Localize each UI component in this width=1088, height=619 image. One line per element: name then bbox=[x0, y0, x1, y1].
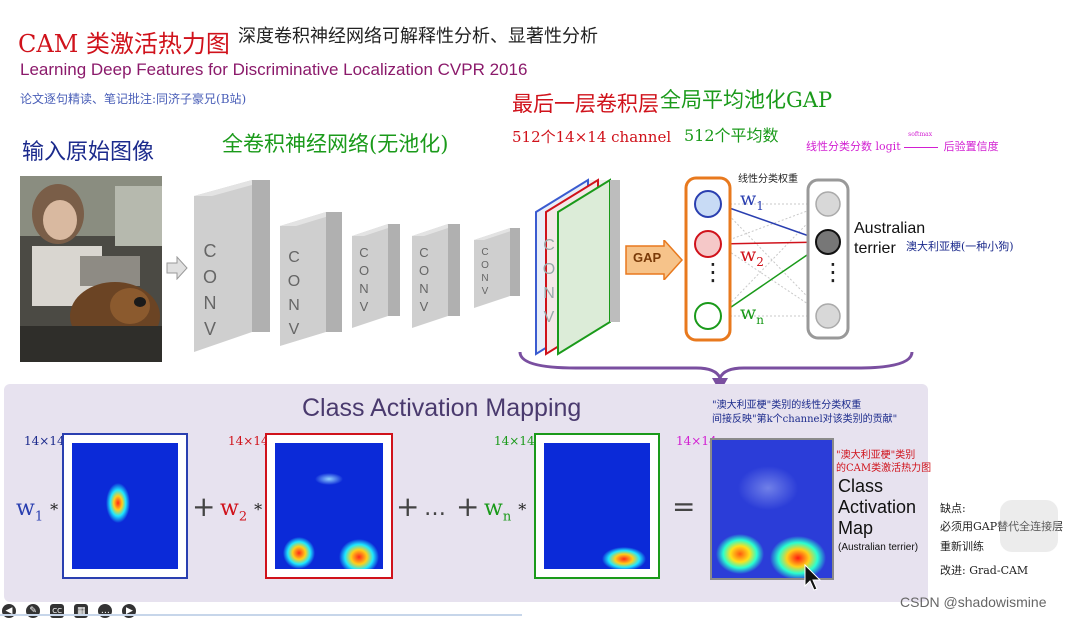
size-label-1: 14×14 bbox=[24, 434, 65, 448]
cam-weight-wn: wn * bbox=[484, 496, 527, 525]
heatmap-note-1: "澳大利亚梗"类别 bbox=[836, 450, 916, 461]
cam-title: Class Activation Mapping bbox=[302, 394, 582, 422]
overlay-logo bbox=[1000, 500, 1058, 552]
gap-dots: ⋮ bbox=[701, 258, 725, 286]
progress-line bbox=[0, 614, 522, 616]
side-note-3: 重新训练 bbox=[940, 540, 984, 553]
cam-weight-w2: w2 * bbox=[220, 496, 263, 525]
heatmap-channel-1 bbox=[62, 433, 188, 579]
plus-2: + bbox=[396, 490, 420, 523]
class-activation-map-image bbox=[710, 438, 834, 580]
side-note-2: 必须用GAP替代全连接层 bbox=[940, 520, 1064, 533]
gap-label: 全局平均池化GAP bbox=[660, 88, 833, 112]
plus-3: + bbox=[456, 490, 480, 523]
weight-note-2: 间接反映"第k个channel对该类别的贡献" bbox=[712, 414, 898, 425]
output-dots: ⋮ bbox=[821, 258, 845, 286]
conv-stack bbox=[194, 180, 520, 352]
watermark: CSDN @shadowismine bbox=[900, 594, 1047, 610]
cam-weight-w1: w1 * bbox=[16, 496, 59, 525]
title-black: 深度卷积神经网络可解释性分析、显著性分析 bbox=[238, 26, 598, 47]
class-terrier-cn: 澳大利亚梗(一种小狗) bbox=[906, 240, 1014, 253]
paper-title: Learning Deep Features for Discriminativ… bbox=[20, 60, 528, 79]
last-conv-layer bbox=[535, 178, 620, 356]
map-title-1: Class bbox=[838, 476, 884, 496]
weight-w1: w1 bbox=[740, 188, 764, 213]
logit-note: 线性分类分数 logit softmax 后验置信度 bbox=[806, 131, 999, 153]
class-australian: Australian bbox=[854, 220, 926, 237]
cursor-icon bbox=[804, 564, 822, 591]
heatmap-channel-n bbox=[534, 433, 660, 579]
gap-block-label: GAP bbox=[633, 250, 662, 265]
title-red: CAM 类激活热力图 bbox=[18, 30, 230, 58]
map-title-3: Map bbox=[838, 518, 874, 538]
heatmap-channel-2 bbox=[265, 433, 393, 579]
fully-conv-label: 全卷积神经网络(无池化) bbox=[222, 132, 449, 156]
size-label-2: 14×14 bbox=[228, 434, 269, 448]
weight-wn: wn bbox=[740, 302, 764, 327]
classifier-diagram bbox=[684, 176, 850, 342]
size-label-n: 14×14 bbox=[494, 434, 535, 448]
input-image-label: 输入原始图像 bbox=[22, 140, 155, 165]
class-terrier: terrier bbox=[854, 240, 896, 257]
linear-weight-note: 线性分类权重 bbox=[738, 174, 798, 185]
gap-sub: 512个平均数 bbox=[684, 126, 779, 145]
weight-note-1: "澳大利亚梗"类别的线性分类权重 bbox=[712, 400, 862, 411]
side-note-1: 缺点: bbox=[940, 502, 966, 515]
input-photo bbox=[20, 176, 162, 362]
last-conv-label: 最后一层卷积层 bbox=[512, 92, 659, 116]
ellipsis: … bbox=[424, 496, 446, 521]
map-sub: (Australian terrier) bbox=[838, 542, 919, 553]
map-title-2: Activation bbox=[838, 497, 917, 517]
heatmap-note-2: 的CAM类激活热力图 bbox=[836, 463, 932, 474]
equals: = bbox=[672, 490, 696, 523]
author-note: 论文逐句精读、笔记批注:同济子豪兄(B站) bbox=[20, 92, 247, 106]
size-label-cam: 14×14 bbox=[676, 434, 717, 448]
side-note-4: 改进: Grad-CAM bbox=[940, 564, 1029, 577]
weight-w2: w2 bbox=[740, 244, 764, 269]
gap-arrow-block bbox=[625, 240, 684, 280]
last-conv-sub: 512个14×14 channel bbox=[512, 128, 672, 146]
input-arrow bbox=[166, 256, 188, 280]
plus-1: + bbox=[192, 490, 216, 523]
